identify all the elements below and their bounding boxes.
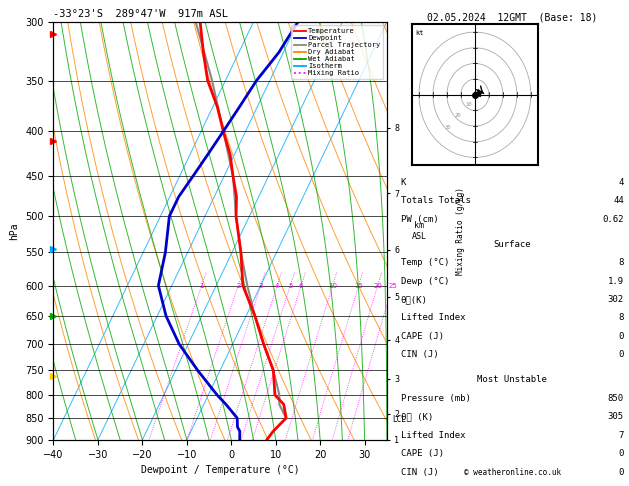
Text: 25: 25 [388,282,397,289]
Text: θᴇ(K): θᴇ(K) [401,295,428,304]
X-axis label: Dewpoint / Temperature (°C): Dewpoint / Temperature (°C) [141,465,299,475]
Text: CIN (J): CIN (J) [401,350,438,360]
Text: 305: 305 [608,412,624,421]
Text: 20: 20 [373,282,382,289]
Text: 3: 3 [259,282,263,289]
Text: Lifted Index: Lifted Index [401,431,465,440]
Text: PW (cm): PW (cm) [401,215,438,224]
Y-axis label: hPa: hPa [9,222,19,240]
Text: 30: 30 [445,124,451,130]
Text: 850: 850 [608,394,624,403]
Text: Most Unstable: Most Unstable [477,375,547,384]
Text: θᴇ (K): θᴇ (K) [401,412,433,421]
Legend: Temperature, Dewpoint, Parcel Trajectory, Dry Adiabat, Wet Adiabat, Isotherm, Mi: Temperature, Dewpoint, Parcel Trajectory… [291,25,383,79]
Text: 8: 8 [618,313,624,323]
Text: 0: 0 [618,449,624,458]
Text: 4: 4 [618,178,624,187]
Text: 0.62: 0.62 [603,215,624,224]
Text: kt: kt [415,30,423,36]
Text: 0: 0 [618,468,624,477]
Text: 20: 20 [455,113,461,118]
Text: © weatheronline.co.uk: © weatheronline.co.uk [464,468,561,477]
Text: K: K [401,178,406,187]
Text: CIN (J): CIN (J) [401,468,438,477]
Y-axis label: km
ASL: km ASL [411,221,426,241]
Text: CAPE (J): CAPE (J) [401,332,443,341]
Text: CAPE (J): CAPE (J) [401,449,443,458]
Text: 44: 44 [613,196,624,206]
Text: 7: 7 [618,431,624,440]
Text: 5: 5 [288,282,292,289]
Text: 10: 10 [465,102,471,107]
Text: Temp (°C): Temp (°C) [401,258,449,267]
Text: 302: 302 [608,295,624,304]
Text: 02.05.2024  12GMT  (Base: 18): 02.05.2024 12GMT (Base: 18) [428,12,598,22]
Text: 10: 10 [328,282,337,289]
Text: 4: 4 [275,282,279,289]
Text: Totals Totals: Totals Totals [401,196,470,206]
Text: -33°23'S  289°47'W  917m ASL: -33°23'S 289°47'W 917m ASL [53,9,228,19]
Text: LCL: LCL [392,415,406,424]
Text: Mixing Ratio (g/kg): Mixing Ratio (g/kg) [455,187,465,275]
Text: 0: 0 [618,350,624,360]
Text: 1.9: 1.9 [608,277,624,286]
Text: Pressure (mb): Pressure (mb) [401,394,470,403]
Text: 1: 1 [199,282,204,289]
Text: 6: 6 [299,282,303,289]
Text: Surface: Surface [493,240,530,249]
Text: 15: 15 [354,282,363,289]
Text: 2: 2 [236,282,240,289]
Text: 0: 0 [618,332,624,341]
Text: Lifted Index: Lifted Index [401,313,465,323]
Text: 8: 8 [618,258,624,267]
Text: Dewp (°C): Dewp (°C) [401,277,449,286]
